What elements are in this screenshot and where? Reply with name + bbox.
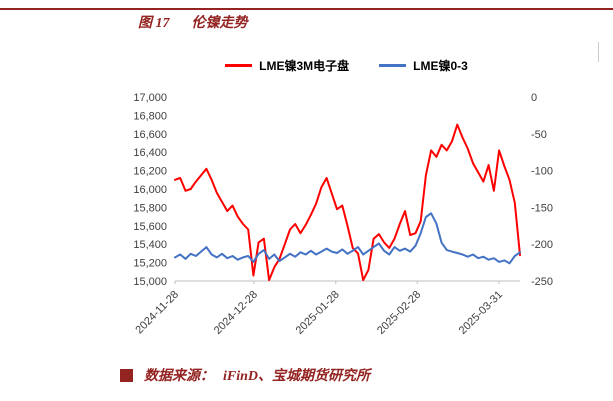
series-line-lme-nickel-0-3 <box>174 212 521 265</box>
series-line-lme-nickel-3m <box>174 123 521 282</box>
x-axis-label: 2024-12-28 <box>212 289 260 337</box>
legend-item-lme-0-3: LME镍0-3 <box>379 57 468 74</box>
legend-item-lme-3m: LME镍3M电子盘 <box>225 57 349 74</box>
x-axis-label: 2024-11-28 <box>133 289 181 337</box>
left-axis-tick-label: 15,400 <box>133 239 167 251</box>
left-axis-tick-label: 16,800 <box>133 110 167 122</box>
right-axis-tick-label: -50 <box>531 129 547 141</box>
figure-title: 伦镍走势 <box>191 16 248 31</box>
left-axis-tick-label: 15,000 <box>133 276 167 288</box>
right-axis-tick-label: -250 <box>531 276 553 288</box>
legend-line-swatch-red <box>225 64 253 67</box>
left-axis-tick-label: 15,200 <box>133 258 167 270</box>
right-axis-tick-label: -200 <box>531 239 553 251</box>
right-axis-tick-label: 0 <box>531 92 537 104</box>
legend-label-lme-0-3: LME镍0-3 <box>413 59 468 73</box>
x-axis-label: 2025-03-31 <box>457 289 505 337</box>
left-axis-tick-label: 17,000 <box>133 92 167 104</box>
x-axis-label: 2025-01-28 <box>294 289 342 337</box>
right-axis-tick-label: -150 <box>531 202 553 214</box>
legend-line-swatch-blue <box>379 64 407 67</box>
left-axis-tick-label: 16,200 <box>133 166 167 178</box>
right-axis-tick-label: -100 <box>531 166 553 178</box>
header-rule <box>0 8 613 10</box>
line-chart: 17,000 16,800 16,600 16,400 16,200 16,000 15,8… <box>133 92 553 337</box>
source-value: iFinD、宝城期货研究所 <box>223 369 371 384</box>
page-edge-gridline <box>598 42 599 62</box>
figure-header: 图 17 伦镍走势 <box>138 12 248 32</box>
left-axis-tick-label: 16,400 <box>133 147 167 159</box>
chart-legend: LME镍3M电子盘 LME镍0-3 <box>120 57 573 74</box>
left-axis-tick-label: 15,800 <box>133 202 167 214</box>
legend-label-lme-3m: LME镍3M电子盘 <box>259 59 350 73</box>
left-axis-tick-label: 16,600 <box>133 129 167 141</box>
left-axis-tick-label: 16,000 <box>133 184 167 196</box>
x-axis-label: 2025-02-28 <box>375 289 423 337</box>
source-label: 数据来源： <box>144 369 214 384</box>
figure-label: 图 17 <box>138 16 170 31</box>
left-axis-tick-label: 15,600 <box>133 221 167 233</box>
footer-bullet-square <box>120 368 133 382</box>
source-footer: 数据来源： iFinD、宝城期货研究所 <box>120 365 370 385</box>
